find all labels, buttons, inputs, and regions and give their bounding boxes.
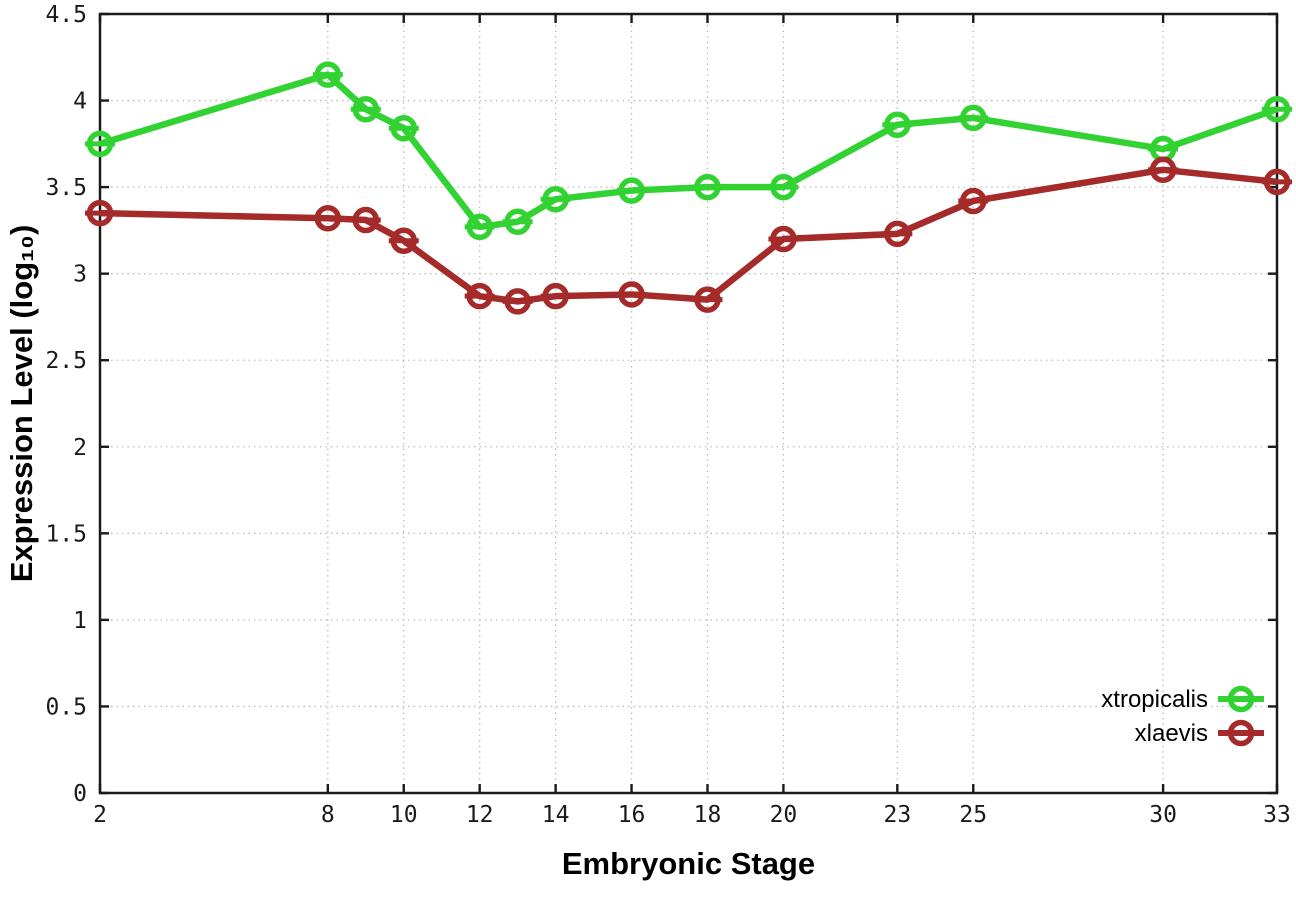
x-tick-label-18: 18 (694, 802, 722, 828)
marker-xlaevis-x20 (770, 225, 797, 253)
marker-xlaevis-x23 (884, 220, 911, 248)
x-tick-label-23: 23 (883, 802, 911, 828)
marker-xtropicalis-x25 (960, 104, 987, 132)
x-axis-title: Embryonic Stage (562, 846, 815, 881)
marker-xtropicalis-x12 (466, 213, 493, 241)
plot-border (98, 12, 1279, 795)
series-xlaevis-line (99, 166, 1278, 305)
x-tick-label-30: 30 (1149, 802, 1177, 828)
marker-xtropicalis-x9 (352, 95, 380, 123)
y-tick-label-2: 2 (73, 435, 87, 461)
marker-xtropicalis-x23 (884, 111, 911, 139)
marker-xtropicalis-x14 (542, 185, 569, 213)
marker-xlaevis-x18 (694, 286, 721, 313)
marker-xlaevis-x33 (1263, 168, 1291, 196)
marker-xtropicalis-x13 (504, 208, 531, 235)
marker-xlaevis-x30 (1149, 156, 1177, 184)
marker-xlaevis-x9 (352, 206, 380, 234)
legend-sample-marker-xtropicalis (1227, 685, 1255, 713)
y-tick-label-1: 1 (73, 608, 87, 634)
marker-xlaevis-x8 (314, 205, 342, 232)
y-axis-title: Expression Level (log₁₀) (4, 225, 39, 583)
marker-xtropicalis-x16 (618, 177, 645, 204)
marker-xtropicalis-x33 (1263, 95, 1291, 123)
x-tick-label-16: 16 (618, 802, 646, 828)
marker-xlaevis-x12 (466, 282, 493, 310)
x-tick-label-2: 2 (93, 802, 107, 828)
x-tick-label-14: 14 (542, 802, 570, 828)
marker-xlaevis-x13 (504, 288, 531, 315)
legend-label-xtropicalis: xtropicalis (1101, 686, 1208, 713)
series-xtropicalis-line (99, 71, 1279, 231)
marker-xtropicalis-x2 (86, 130, 114, 158)
x-tick-label-33: 33 (1263, 802, 1291, 828)
x-tick-label-25: 25 (959, 802, 987, 828)
legend-sample-marker-xlaevis (1227, 719, 1255, 747)
x-tick-label-10: 10 (390, 802, 418, 828)
marker-xtropicalis-x18 (694, 173, 721, 201)
y-tick-label-0: 0 (73, 781, 87, 807)
marker-xtropicalis-x10 (390, 115, 417, 142)
y-tick-label-4.5: 4.5 (45, 2, 87, 28)
x-tick-label-8: 8 (321, 802, 335, 828)
x-tick-label-12: 12 (466, 802, 494, 828)
x-tick-label-20: 20 (770, 802, 798, 828)
y-tick-label-0.5: 0.5 (45, 694, 87, 720)
marker-xlaevis-x16 (618, 281, 645, 308)
y-tick-label-2.5: 2.5 (45, 348, 87, 374)
y-tick-label-3.5: 3.5 (45, 175, 87, 201)
legend-label-xlaevis: xlaevis (1135, 720, 1208, 747)
marker-xlaevis-x25 (960, 187, 987, 215)
marker-xtropicalis-x8 (314, 61, 342, 88)
marker-xlaevis-x10 (390, 227, 417, 255)
y-tick-label-1.5: 1.5 (45, 521, 87, 547)
marker-xlaevis-x2 (86, 199, 114, 227)
y-tick-label-3: 3 (73, 262, 87, 288)
marker-xtropicalis-x20 (770, 173, 797, 201)
y-tick-label-4: 4 (73, 89, 87, 115)
marker-xlaevis-x14 (542, 282, 569, 310)
